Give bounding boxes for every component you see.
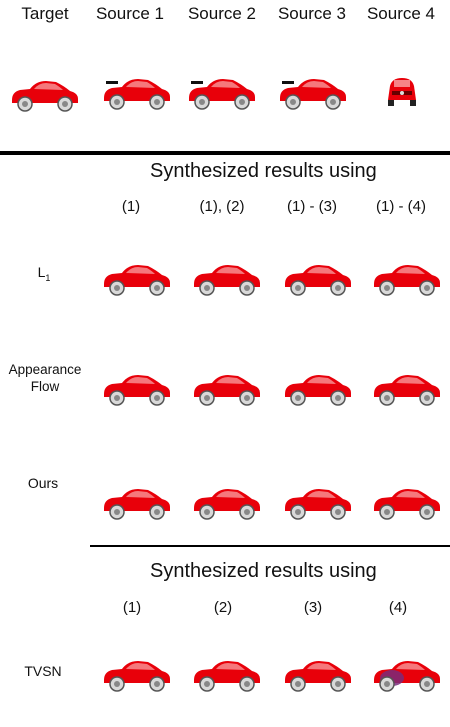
header-source-3: Source 3 bbox=[277, 4, 347, 23]
l1-result-3-car-image bbox=[281, 256, 353, 303]
ours-result-4-car-image bbox=[370, 480, 442, 527]
tvsn-result-3-car-image bbox=[281, 652, 353, 699]
row-label-appearance-flow: Appearance Flow bbox=[8, 362, 82, 394]
l1-result-4-car-image bbox=[370, 256, 442, 303]
header-source-1: Source 1 bbox=[95, 4, 165, 23]
section1-col-1: (1) bbox=[121, 198, 141, 215]
section2-col-4: (4) bbox=[388, 599, 408, 616]
bottom-divider bbox=[90, 545, 450, 547]
l1-result-2-car-image bbox=[190, 256, 262, 303]
top-divider bbox=[0, 151, 450, 155]
section2-col-1: (1) bbox=[122, 599, 142, 616]
appearance-flow-result-3-car-image bbox=[281, 366, 353, 413]
row-label-tvsn: TVSN bbox=[24, 663, 62, 679]
appearance-flow-result-4-car-image bbox=[370, 366, 442, 413]
header-source-4: Source 4 bbox=[366, 4, 436, 23]
row-label-ours: Ours bbox=[27, 475, 59, 491]
tvsn-result-2-car-image bbox=[190, 652, 262, 699]
ours-result-2-car-image bbox=[190, 480, 262, 527]
ours-result-1-car-image bbox=[100, 480, 172, 527]
tvsn-result-1-car-image bbox=[100, 652, 172, 699]
section2-col-2: (2) bbox=[213, 599, 233, 616]
source-1-car-image bbox=[100, 70, 172, 117]
section2-title: Synthesized results using bbox=[150, 560, 377, 582]
appearance-flow-result-1-car-image bbox=[100, 366, 172, 413]
source-2-car-image bbox=[185, 70, 257, 117]
ours-result-3-car-image bbox=[281, 480, 353, 527]
section1-title: Synthesized results using bbox=[150, 160, 377, 182]
source-4-car-image bbox=[384, 74, 420, 113]
section1-col-3: (1) - (3) bbox=[287, 198, 337, 215]
header-source-2: Source 2 bbox=[187, 4, 257, 23]
source-3-car-image bbox=[276, 70, 348, 117]
header-target: Target bbox=[21, 4, 69, 23]
row-label-l1: L1 bbox=[37, 264, 51, 283]
section2-col-3: (3) bbox=[303, 599, 323, 616]
target-car-image bbox=[8, 72, 80, 119]
appearance-flow-result-2-car-image bbox=[190, 366, 262, 413]
section1-col-2: (1), (2) bbox=[199, 198, 245, 215]
l1-result-1-car-image bbox=[100, 256, 172, 303]
section1-col-4: (1) - (4) bbox=[376, 198, 426, 215]
tvsn-result-4-car-image bbox=[370, 652, 442, 699]
